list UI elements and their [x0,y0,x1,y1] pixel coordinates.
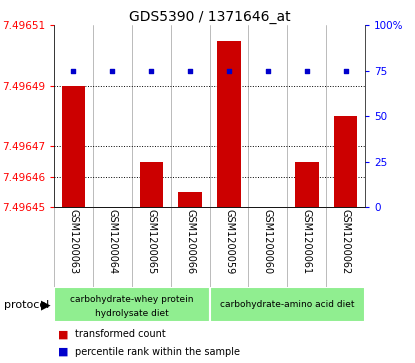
Text: percentile rank within the sample: percentile rank within the sample [75,347,240,357]
Bar [210,287,365,322]
Point [70,68,77,74]
Bar [101,207,124,363]
Bar [178,192,202,207]
Point [342,68,349,74]
Text: GSM1200061: GSM1200061 [302,209,312,274]
Text: GSM1200064: GSM1200064 [107,209,117,274]
Text: GSM1200063: GSM1200063 [68,209,78,274]
Text: carbohydrate-whey protein: carbohydrate-whey protein [70,295,193,304]
Text: protocol: protocol [4,300,49,310]
Text: hydrolysate diet: hydrolysate diet [95,310,168,318]
Text: GSM1200065: GSM1200065 [146,209,156,274]
Bar [62,86,85,207]
Text: GSM1200059: GSM1200059 [224,209,234,274]
Point [187,68,193,74]
Bar [139,162,163,207]
Bar [217,41,241,207]
Text: ■: ■ [58,347,68,357]
Text: ▶: ▶ [41,298,51,311]
Point [265,68,271,74]
Text: GSM1200062: GSM1200062 [341,209,351,274]
Bar [54,287,210,322]
Text: GSM1200066: GSM1200066 [185,209,195,274]
Point [109,68,116,74]
Bar [334,116,357,207]
Point [303,68,310,74]
Text: ■: ■ [58,329,68,339]
Bar [256,207,280,363]
Point [226,68,232,74]
Bar [295,162,319,207]
Text: GSM1200060: GSM1200060 [263,209,273,274]
Text: transformed count: transformed count [75,329,166,339]
Text: carbohydrate-amino acid diet: carbohydrate-amino acid diet [220,301,355,309]
Point [148,68,154,74]
Title: GDS5390 / 1371646_at: GDS5390 / 1371646_at [129,11,290,24]
